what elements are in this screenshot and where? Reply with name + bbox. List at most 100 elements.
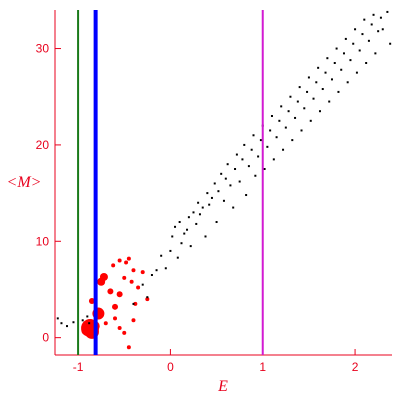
y-tick-label: 20: [36, 138, 50, 152]
black-data-point: [229, 184, 232, 187]
red-data-point: [122, 275, 127, 280]
black-data-point: [238, 180, 241, 183]
black-data-point: [358, 49, 361, 52]
black-data-point: [312, 97, 315, 100]
black-data-point: [224, 177, 227, 180]
vertical-reference-lines: [77, 10, 264, 355]
black-data-point: [363, 18, 366, 21]
red-data-point: [126, 345, 131, 350]
black-data-point: [183, 232, 186, 235]
black-data-point: [282, 148, 285, 151]
black-data-point: [257, 155, 260, 158]
red-point-series: [81, 256, 150, 350]
black-data-point: [324, 71, 327, 74]
black-data-point: [346, 81, 349, 84]
black-data-point: [287, 110, 290, 113]
black-data-point: [335, 47, 338, 50]
black-data-point: [381, 28, 384, 31]
black-data-point: [186, 228, 189, 231]
black-data-point: [318, 110, 321, 113]
y-tick-label: 0: [42, 331, 49, 345]
black-data-point: [201, 206, 204, 209]
black-data-point: [269, 129, 272, 132]
black-data-point: [141, 283, 144, 286]
black-data-point: [365, 62, 368, 65]
black-data-point: [250, 148, 253, 151]
x-tick-label: -1: [73, 360, 84, 374]
black-data-point: [81, 319, 84, 322]
red-data-point: [113, 316, 118, 321]
black-data-point: [379, 16, 382, 19]
black-data-point: [328, 100, 331, 103]
black-data-point: [180, 242, 183, 245]
black-data-point: [280, 105, 283, 108]
black-data-point: [60, 322, 63, 325]
red-data-point: [117, 326, 122, 331]
black-data-point: [192, 211, 195, 214]
black-data-point: [352, 42, 355, 45]
x-tick-label: 0: [167, 360, 174, 374]
black-data-point: [275, 136, 278, 139]
black-data-point: [204, 235, 207, 238]
black-data-point: [291, 139, 294, 142]
black-data-point: [252, 134, 255, 137]
y-tick-label: 30: [36, 42, 50, 56]
black-data-point: [333, 62, 336, 65]
black-data-point: [377, 30, 380, 33]
black-data-point: [198, 213, 201, 216]
black-data-point: [284, 126, 287, 129]
black-data-point: [266, 145, 269, 148]
red-data-point: [88, 298, 95, 305]
black-data-point: [176, 256, 179, 259]
black-data-point: [150, 274, 153, 277]
red-data-point: [129, 279, 134, 284]
black-data-point: [330, 78, 333, 81]
red-data-point: [112, 303, 119, 310]
x-axis-title: E: [217, 378, 228, 395]
black-data-point: [222, 199, 225, 202]
black-data-point: [174, 225, 177, 228]
black-data-point: [367, 39, 370, 42]
red-data-point: [140, 270, 145, 275]
black-data-point: [259, 139, 262, 142]
black-data-point: [254, 174, 257, 177]
black-data-point: [234, 168, 237, 171]
red-data-point: [131, 268, 136, 273]
black-data-point: [146, 296, 149, 299]
x-tick-label: 1: [259, 360, 266, 374]
black-data-point: [278, 119, 281, 122]
black-data-point: [86, 315, 89, 318]
black-data-point: [317, 66, 320, 69]
black-data-point: [56, 317, 59, 320]
black-data-point: [307, 76, 310, 79]
black-data-point: [155, 269, 158, 272]
black-data-point: [270, 115, 273, 118]
black-data-point: [232, 206, 235, 209]
black-data-point: [342, 52, 345, 55]
black-data-point: [289, 95, 292, 98]
black-data-point: [245, 194, 248, 197]
red-data-point: [116, 291, 123, 298]
black-data-point: [187, 216, 190, 219]
black-data-point: [241, 158, 244, 161]
red-data-point: [111, 263, 116, 268]
black-data-point: [247, 165, 250, 168]
black-data-point: [171, 235, 174, 238]
black-point-series: [56, 10, 392, 328]
red-data-point: [136, 285, 141, 290]
red-data-point: [107, 288, 114, 295]
black-data-point: [321, 88, 324, 91]
y-axis-title: <M>: [7, 174, 42, 191]
red-data-point: [126, 256, 131, 261]
black-data-point: [88, 322, 91, 325]
black-data-point: [372, 13, 375, 16]
y-tick-label: 10: [36, 234, 50, 248]
red-data-point: [124, 260, 129, 265]
black-data-point: [164, 267, 167, 270]
black-data-point: [361, 33, 364, 36]
black-data-point: [315, 81, 318, 84]
red-data-point: [131, 318, 136, 323]
black-data-point: [197, 201, 200, 204]
black-data-point: [340, 68, 343, 71]
